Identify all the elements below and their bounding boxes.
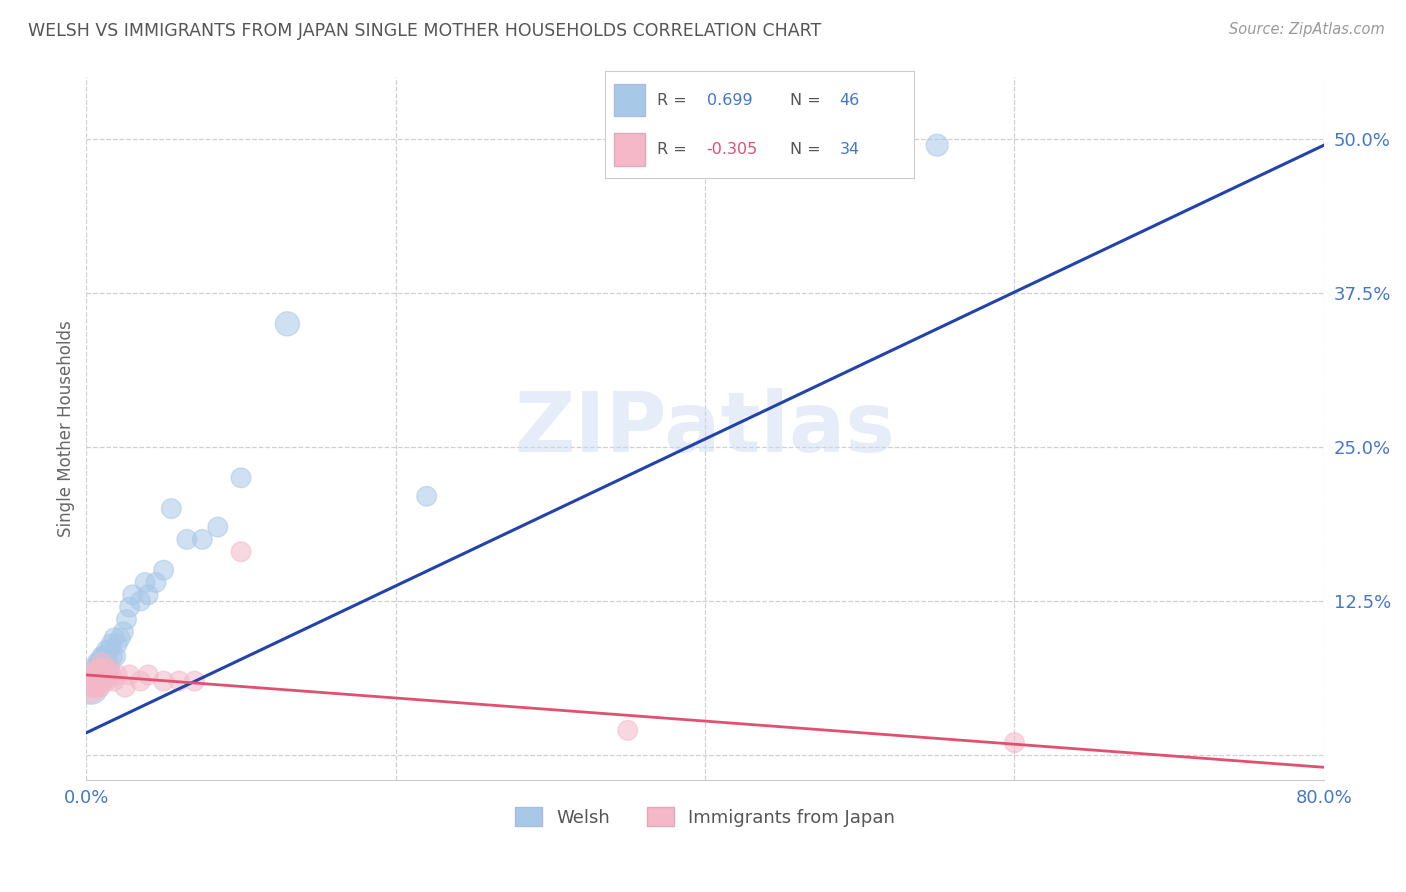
Point — [83, 668, 105, 682]
Point — [83, 662, 105, 676]
Point — [90, 649, 112, 664]
Point — [89, 668, 111, 682]
Y-axis label: Single Mother Households: Single Mother Households — [58, 320, 75, 537]
Point — [89, 668, 111, 682]
Text: 0.699: 0.699 — [707, 93, 752, 108]
FancyBboxPatch shape — [614, 134, 645, 166]
Point — [94, 662, 117, 676]
Point — [118, 668, 141, 682]
Point — [82, 680, 104, 694]
Point — [105, 637, 128, 651]
Text: WELSH VS IMMIGRANTS FROM JAPAN SINGLE MOTHER HOUSEHOLDS CORRELATION CHART: WELSH VS IMMIGRANTS FROM JAPAN SINGLE MO… — [28, 22, 821, 40]
Point — [152, 563, 174, 577]
Point — [104, 649, 127, 664]
Point — [96, 674, 118, 689]
Point — [98, 662, 121, 676]
Point — [415, 489, 437, 503]
FancyBboxPatch shape — [614, 84, 645, 116]
Point — [87, 674, 110, 689]
Text: R =: R = — [657, 142, 692, 157]
Point — [90, 656, 112, 670]
Point — [118, 600, 141, 615]
Point — [105, 668, 128, 682]
Point — [87, 662, 110, 676]
Point — [89, 656, 111, 670]
Point — [90, 662, 112, 676]
Point — [96, 662, 118, 676]
Point — [80, 668, 103, 682]
Point — [97, 656, 120, 670]
Point — [110, 631, 132, 645]
Point — [87, 656, 110, 670]
Text: Source: ZipAtlas.com: Source: ZipAtlas.com — [1229, 22, 1385, 37]
Point — [86, 662, 108, 676]
Point — [145, 575, 167, 590]
Text: 34: 34 — [839, 142, 860, 157]
Point — [191, 533, 214, 547]
Point — [87, 668, 110, 682]
Point — [103, 631, 125, 645]
Point — [98, 662, 121, 676]
Legend: Welsh, Immigrants from Japan: Welsh, Immigrants from Japan — [508, 800, 903, 834]
Point — [86, 674, 108, 689]
Point — [83, 680, 105, 694]
Text: -0.305: -0.305 — [707, 142, 758, 157]
Point — [83, 668, 105, 682]
Text: N =: N = — [790, 93, 827, 108]
Point — [100, 637, 122, 651]
Point — [101, 649, 124, 664]
Point — [1004, 736, 1026, 750]
Point — [183, 674, 205, 689]
Point — [91, 668, 114, 682]
Point — [84, 680, 107, 694]
Point — [103, 674, 125, 689]
Point — [129, 594, 152, 608]
Point — [152, 674, 174, 689]
Point — [207, 520, 229, 534]
Point — [927, 138, 949, 153]
Point — [176, 533, 198, 547]
Point — [98, 643, 121, 657]
Point — [115, 612, 138, 626]
Point — [129, 674, 152, 689]
Point — [82, 668, 104, 682]
Point — [134, 575, 156, 590]
Point — [616, 723, 638, 738]
Point — [91, 674, 114, 689]
Point — [121, 588, 143, 602]
Point — [94, 668, 117, 682]
Point — [229, 471, 252, 485]
Point — [89, 680, 111, 694]
Point — [160, 501, 183, 516]
Point — [84, 674, 107, 689]
Point — [136, 668, 159, 682]
Point — [276, 317, 298, 331]
Point — [83, 674, 105, 689]
Point — [112, 624, 135, 639]
Point — [90, 674, 112, 689]
Point — [97, 668, 120, 682]
Text: N =: N = — [790, 142, 827, 157]
Point — [84, 668, 107, 682]
Point — [79, 680, 101, 694]
Point — [86, 674, 108, 689]
Point — [96, 643, 118, 657]
Point — [80, 674, 103, 689]
Point — [91, 649, 114, 664]
Point — [167, 674, 190, 689]
Text: ZIPatlas: ZIPatlas — [515, 388, 896, 469]
Point — [80, 680, 103, 694]
Point — [86, 656, 108, 670]
Point — [229, 545, 252, 559]
Point — [94, 649, 117, 664]
Point — [114, 680, 136, 694]
Text: 46: 46 — [839, 93, 860, 108]
Point — [136, 588, 159, 602]
Point — [90, 674, 112, 689]
Text: R =: R = — [657, 93, 692, 108]
